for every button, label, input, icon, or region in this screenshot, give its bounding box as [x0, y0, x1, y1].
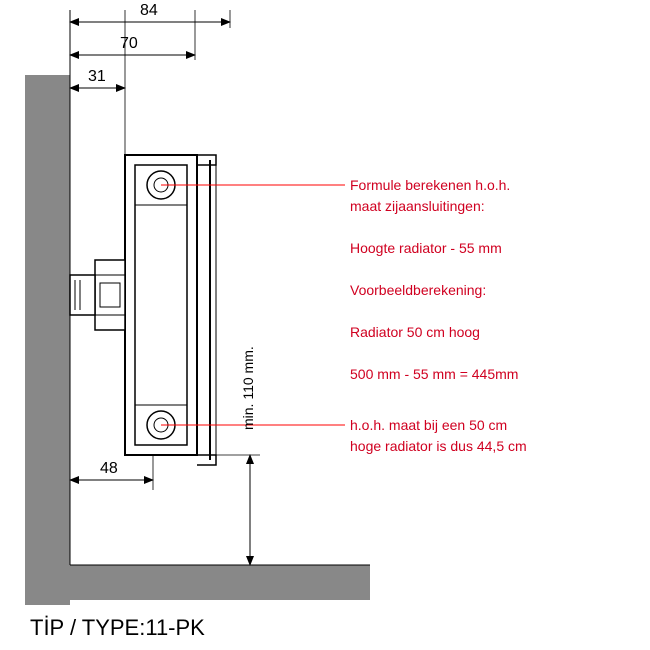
- annotation-line4: Voorbeeldberekening:: [350, 280, 486, 301]
- type-label: TİP / TYPE:11-PK: [30, 615, 205, 641]
- dim-min110-label: min. 110 mm.: [240, 346, 256, 430]
- annotation-line2: maat zijaansluitingen:: [350, 196, 485, 217]
- annotation-line7: h.o.h. maat bij een 50 cm: [350, 415, 507, 436]
- annotation-line5: Radiator 50 cm hoog: [350, 322, 480, 343]
- annotation-line6: 500 mm - 55 mm = 445mm: [350, 364, 518, 385]
- annotation-line8: hoge radiator is dus 44,5 cm: [350, 436, 527, 457]
- wall-shape: [25, 75, 70, 605]
- dim-70-label: 70: [120, 35, 138, 53]
- dim-31-label: 31: [88, 68, 106, 86]
- technical-diagram: 84 70 31 48 min. 110 mm. Formule bereken…: [0, 0, 650, 650]
- radiator-inner: [135, 165, 187, 445]
- annotation-line3: Hoogte radiator - 55 mm: [350, 238, 502, 259]
- mounting-bracket: [70, 260, 125, 330]
- dim-84-label: 84: [140, 2, 158, 20]
- floor-shape: [70, 565, 370, 600]
- diagram-svg: [0, 0, 650, 650]
- dim-48-label: 48: [100, 460, 118, 478]
- annotation-line1: Formule berekenen h.o.h.: [350, 175, 510, 196]
